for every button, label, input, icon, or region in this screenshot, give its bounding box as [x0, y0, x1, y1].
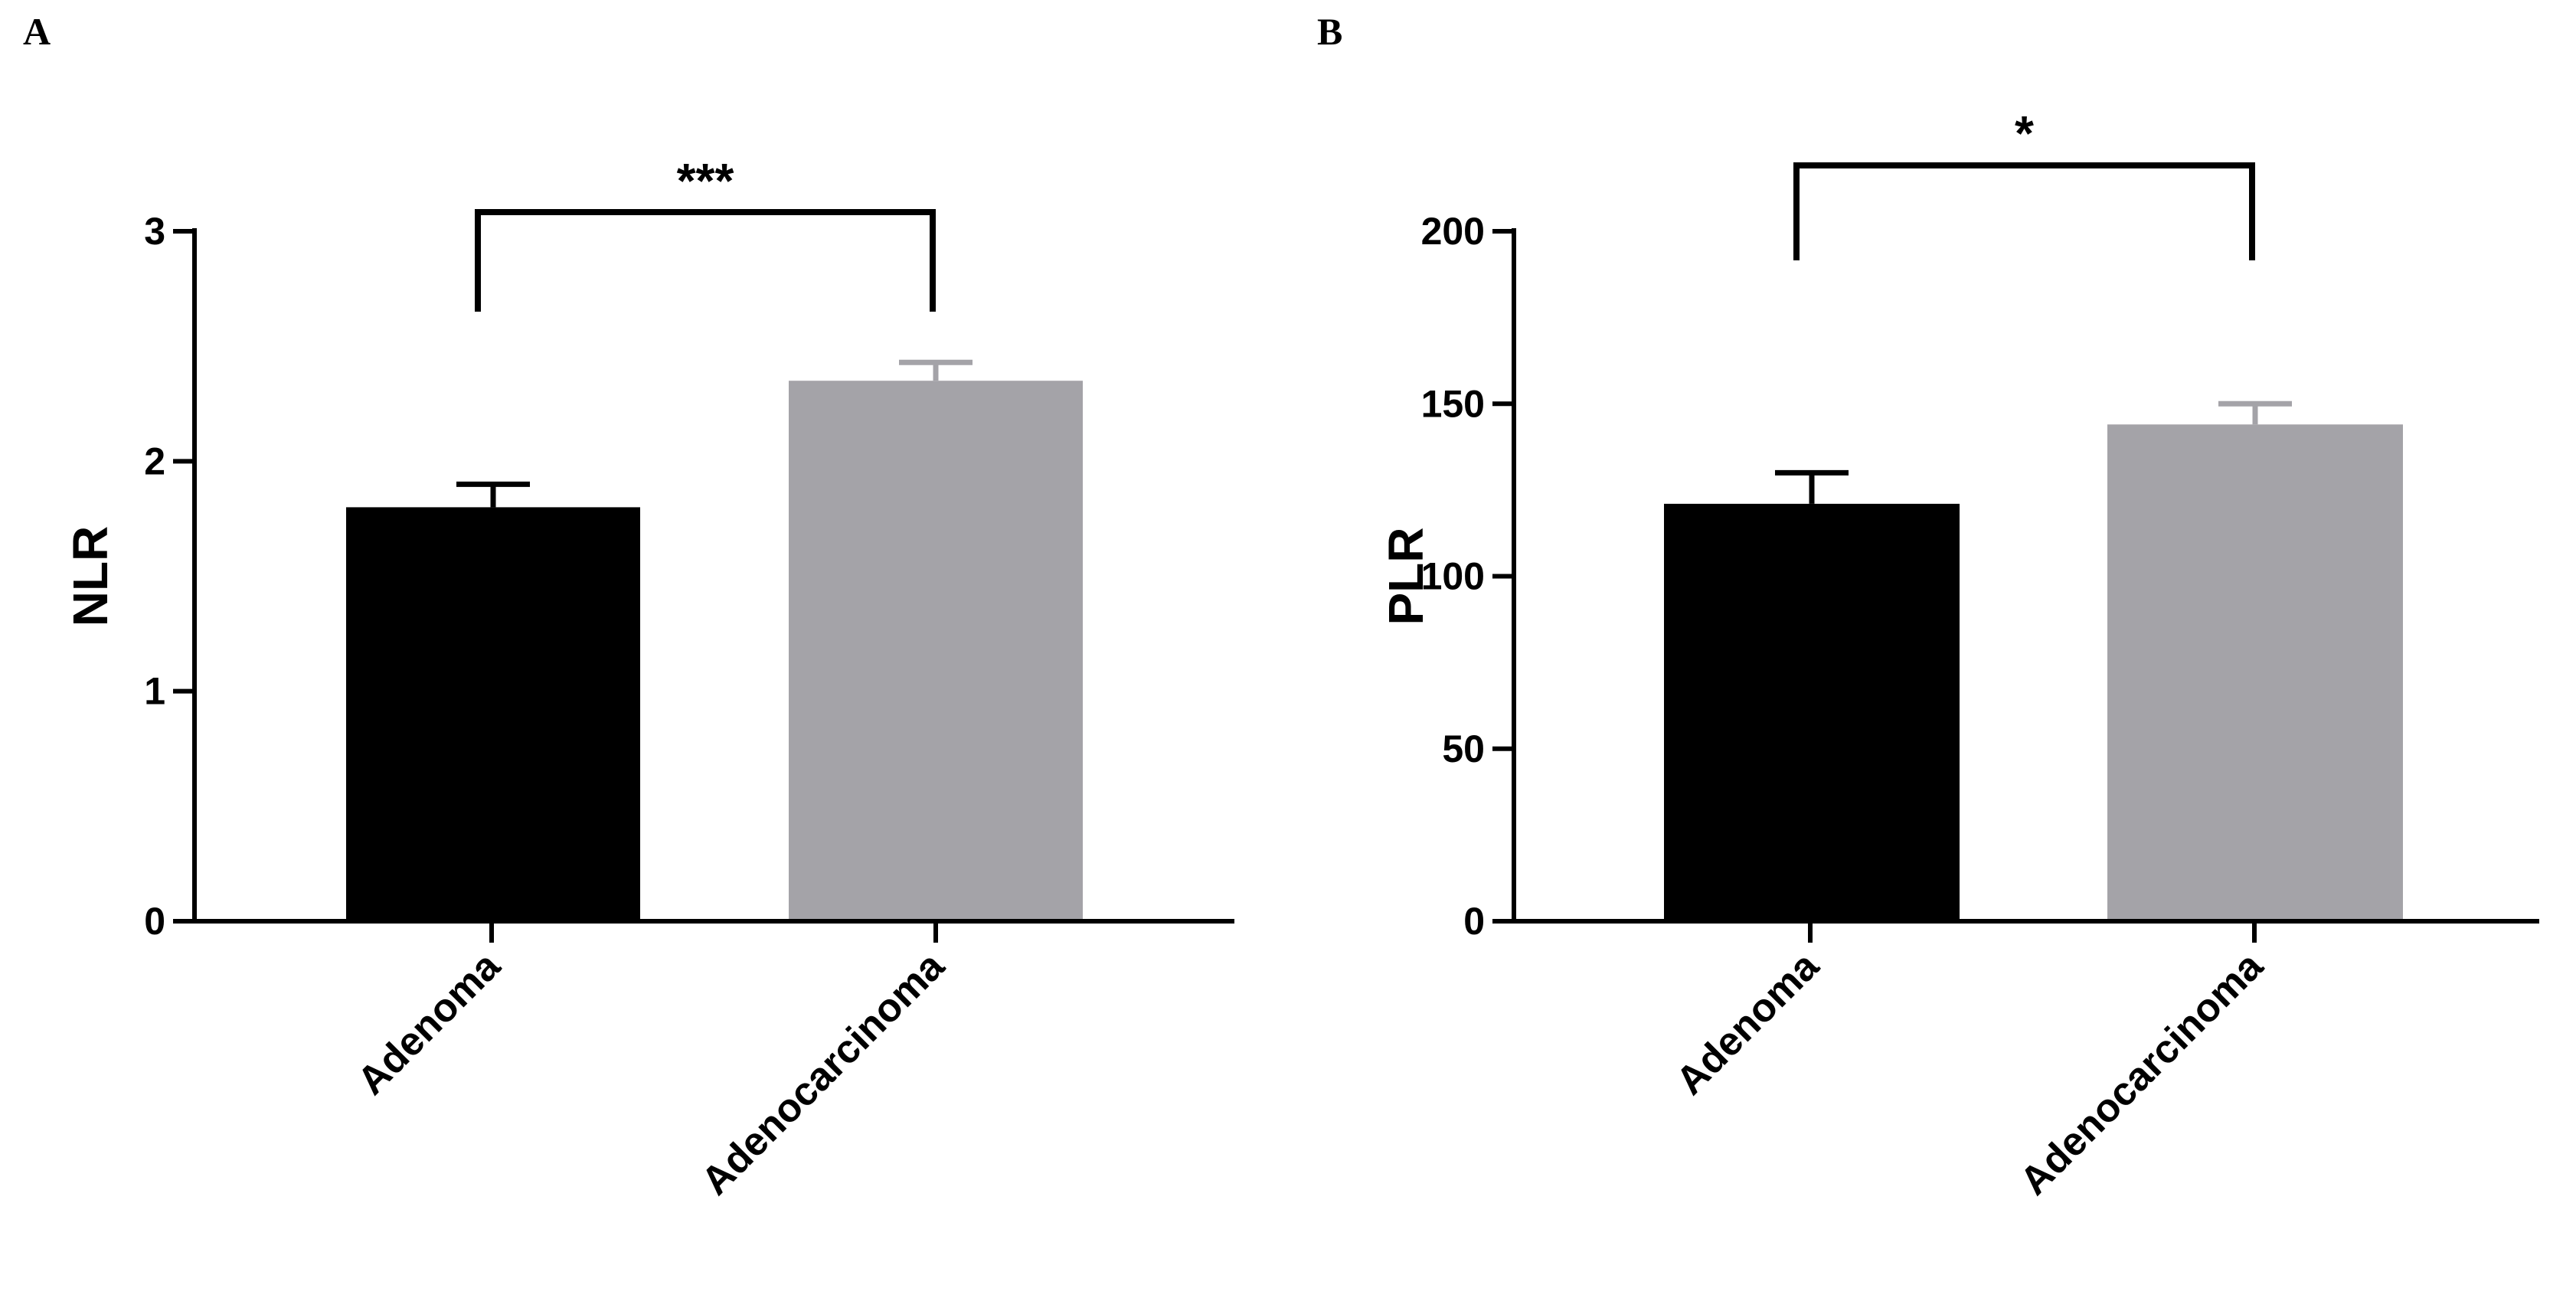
x-tick-label-adenocarcinoma: Adenocarcinoma [693, 943, 953, 1204]
y-tick-label: 150 [1421, 382, 1485, 425]
y-tick-label: 50 [1442, 727, 1485, 770]
significance-label: * [2015, 106, 2034, 161]
y-tick-label: 0 [144, 900, 165, 943]
significance-label: *** [677, 153, 734, 208]
y-tick-label: 2 [144, 440, 165, 482]
y-tick-label: 0 [1463, 900, 1485, 943]
x-tick-label-adenoma: Adenoma [349, 943, 509, 1103]
chart-panel-a: A 0 1 2 3 NLR Adenoma Adenocarcinoma *** [23, 10, 1234, 1204]
x-tick-label-adenocarcinoma: Adenocarcinoma [2012, 943, 2272, 1204]
bar-adenoma [346, 507, 640, 921]
x-tick-label-adenoma: Adenoma [1668, 943, 1828, 1103]
y-axis-label: PLR [1378, 528, 1433, 626]
panel-letter: B [1317, 10, 1342, 53]
y-tick-label: 3 [144, 210, 165, 253]
bar-adenoma [1664, 503, 1960, 921]
y-tick-label: 1 [144, 670, 165, 713]
y-tick-label: 200 [1421, 210, 1485, 253]
panel-letter: A [23, 10, 51, 53]
bar-adenocarcinoma [789, 381, 1083, 921]
significance-bracket [1793, 162, 2255, 260]
significance-bracket [475, 209, 936, 312]
y-axis-label: NLR [63, 526, 118, 627]
chart-panel-b: B 0 50 100 150 200 PLR Adenoma Adenocarcinoma * [1317, 10, 2539, 1204]
bar-adenocarcinoma [2107, 424, 2403, 921]
y-tick-label: 100 [1421, 555, 1485, 598]
